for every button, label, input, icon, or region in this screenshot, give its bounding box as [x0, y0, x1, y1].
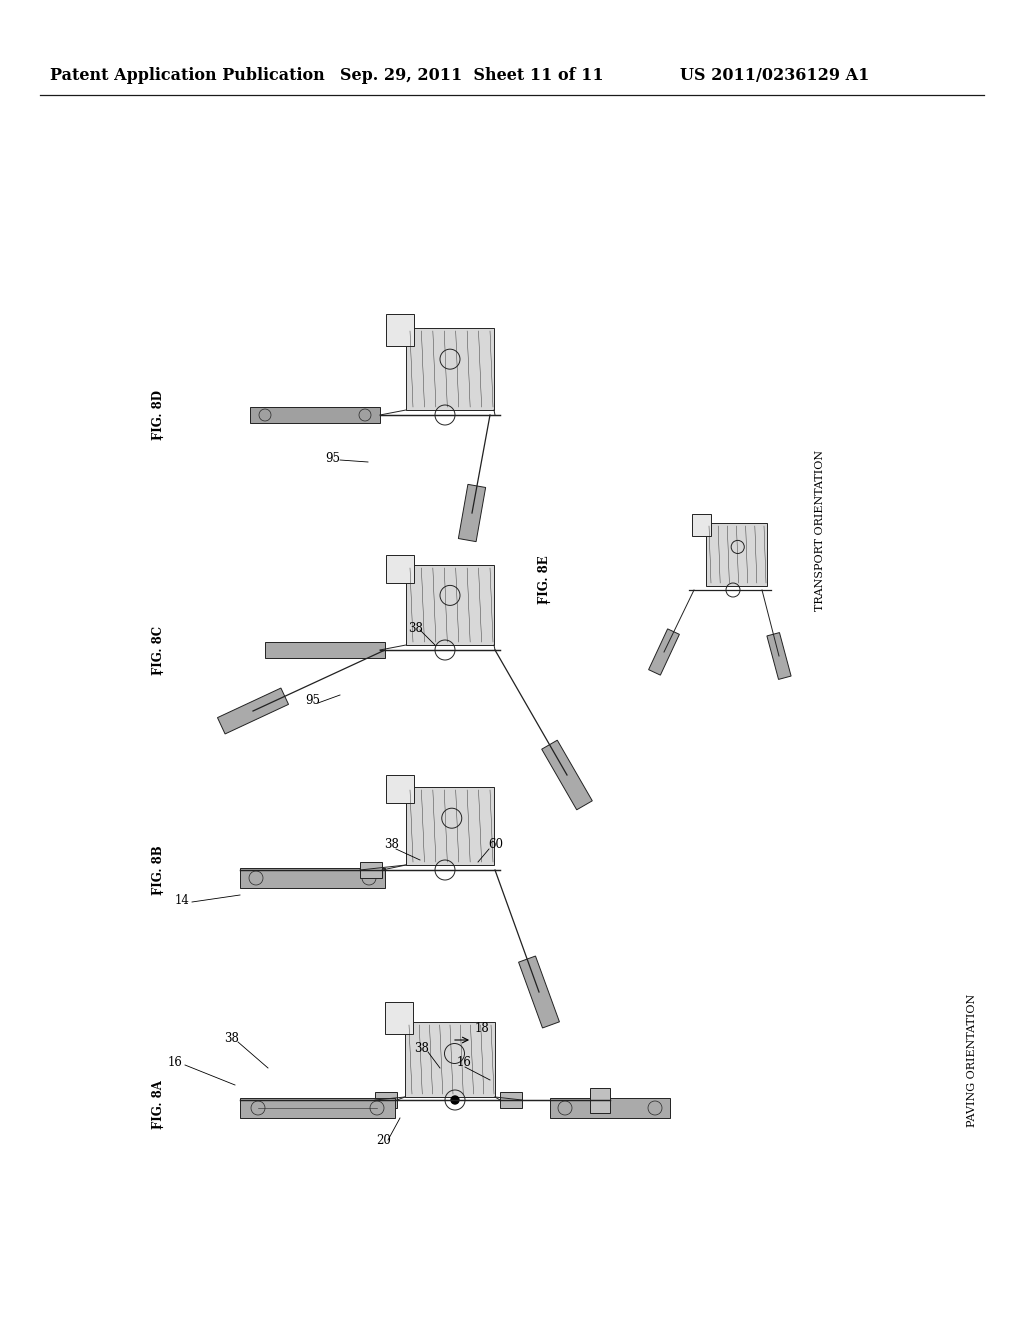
Bar — [386, 554, 414, 583]
Polygon shape — [648, 628, 679, 675]
Bar — [500, 1092, 522, 1107]
Text: FIG. 8D: FIG. 8D — [152, 389, 165, 440]
Bar — [406, 327, 494, 411]
Text: 38: 38 — [408, 622, 423, 635]
Polygon shape — [767, 632, 792, 680]
Text: TRANSPORT ORIENTATION: TRANSPORT ORIENTATION — [815, 449, 825, 611]
Polygon shape — [542, 741, 592, 809]
Text: PAVING ORIENTATION: PAVING ORIENTATION — [967, 994, 977, 1127]
Bar — [406, 1022, 495, 1097]
Polygon shape — [518, 956, 559, 1028]
Text: Patent Application Publication: Patent Application Publication — [50, 66, 325, 83]
Bar — [360, 862, 382, 878]
Bar — [406, 787, 494, 865]
Text: 18: 18 — [475, 1022, 489, 1035]
Text: Sep. 29, 2011  Sheet 11 of 11: Sep. 29, 2011 Sheet 11 of 11 — [340, 66, 603, 83]
Bar — [375, 1092, 397, 1107]
Text: 20: 20 — [376, 1134, 391, 1147]
Text: 60: 60 — [488, 838, 503, 851]
Text: FIG. 8B: FIG. 8B — [152, 845, 165, 895]
Text: FIG. 8E: FIG. 8E — [539, 556, 552, 605]
Bar — [692, 513, 711, 536]
Text: FIG. 8C: FIG. 8C — [152, 626, 165, 675]
Text: US 2011/0236129 A1: US 2011/0236129 A1 — [680, 66, 869, 83]
Bar — [550, 1098, 670, 1118]
Text: 38: 38 — [414, 1041, 429, 1055]
Text: 38: 38 — [224, 1031, 239, 1044]
Bar — [265, 642, 385, 657]
Polygon shape — [459, 484, 485, 541]
Text: 38: 38 — [384, 838, 399, 851]
Bar — [386, 314, 414, 346]
Bar — [706, 523, 767, 586]
Bar — [386, 775, 414, 803]
Polygon shape — [217, 688, 289, 734]
Text: 16: 16 — [168, 1056, 183, 1069]
Circle shape — [451, 1096, 459, 1104]
Bar — [240, 869, 385, 888]
Bar — [590, 1088, 610, 1113]
Text: 95: 95 — [305, 693, 319, 706]
Bar — [250, 407, 380, 422]
Bar — [385, 1002, 413, 1034]
Text: 95: 95 — [325, 451, 340, 465]
Text: FIG. 8A: FIG. 8A — [152, 1081, 165, 1130]
Text: 14: 14 — [175, 894, 189, 907]
Bar — [406, 565, 494, 645]
Bar — [240, 1098, 395, 1118]
Text: 16: 16 — [457, 1056, 472, 1069]
